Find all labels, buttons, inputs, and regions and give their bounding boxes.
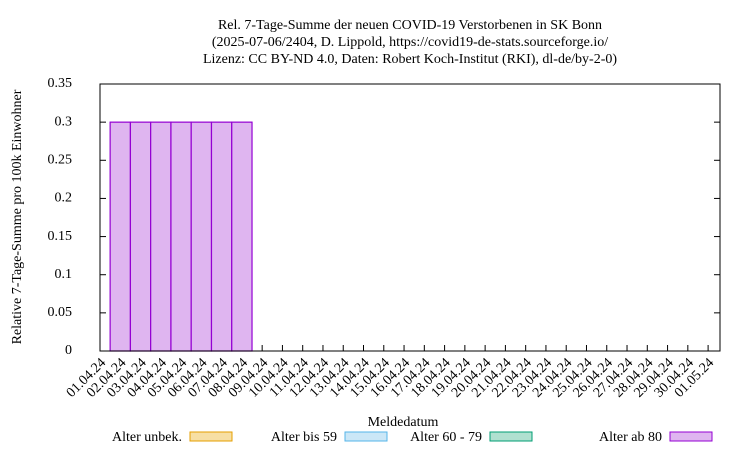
legend-label: Alter ab 80 — [599, 430, 662, 445]
bar — [109, 121, 132, 352]
y-tick-label: 0.05 — [48, 305, 73, 320]
bar — [129, 121, 152, 352]
y-tick-label: 0.1 — [55, 267, 73, 282]
legend-swatch — [489, 431, 533, 442]
chart-title: (2025-07-06/2404, D. Lippold, https://co… — [212, 35, 608, 50]
y-tick-label: 0 — [65, 343, 72, 358]
legend-label: Alter unbek. — [112, 430, 182, 445]
plot-frame — [99, 83, 721, 352]
bar — [210, 121, 233, 352]
y-tick-label: 0.35 — [48, 76, 73, 91]
bar — [170, 121, 192, 352]
chart-title: Lizenz: CC BY-ND 4.0, Daten: Robert Koch… — [203, 52, 617, 67]
chart-title: Rel. 7-Tage-Summe der neuen COVID-19 Ver… — [218, 18, 602, 33]
legend-label: Alter 60 - 79 — [410, 430, 482, 445]
y-tick-label: 0.25 — [48, 153, 73, 168]
legend-swatch — [669, 431, 713, 442]
legend-swatch — [344, 431, 388, 442]
legend-swatch — [189, 431, 233, 442]
y-tick-label: 0.15 — [48, 229, 73, 244]
y-tick-label: 0.3 — [55, 114, 73, 129]
bar — [190, 121, 213, 352]
bar — [150, 121, 172, 352]
bar — [231, 121, 253, 352]
x-axis-label: Meldedatum — [368, 415, 439, 430]
y-tick-label: 0.2 — [55, 191, 73, 206]
y-axis-label: Relative 7-Tage-Summe pro 100k Einwohner — [10, 89, 25, 344]
legend-label: Alter bis 59 — [271, 430, 337, 445]
